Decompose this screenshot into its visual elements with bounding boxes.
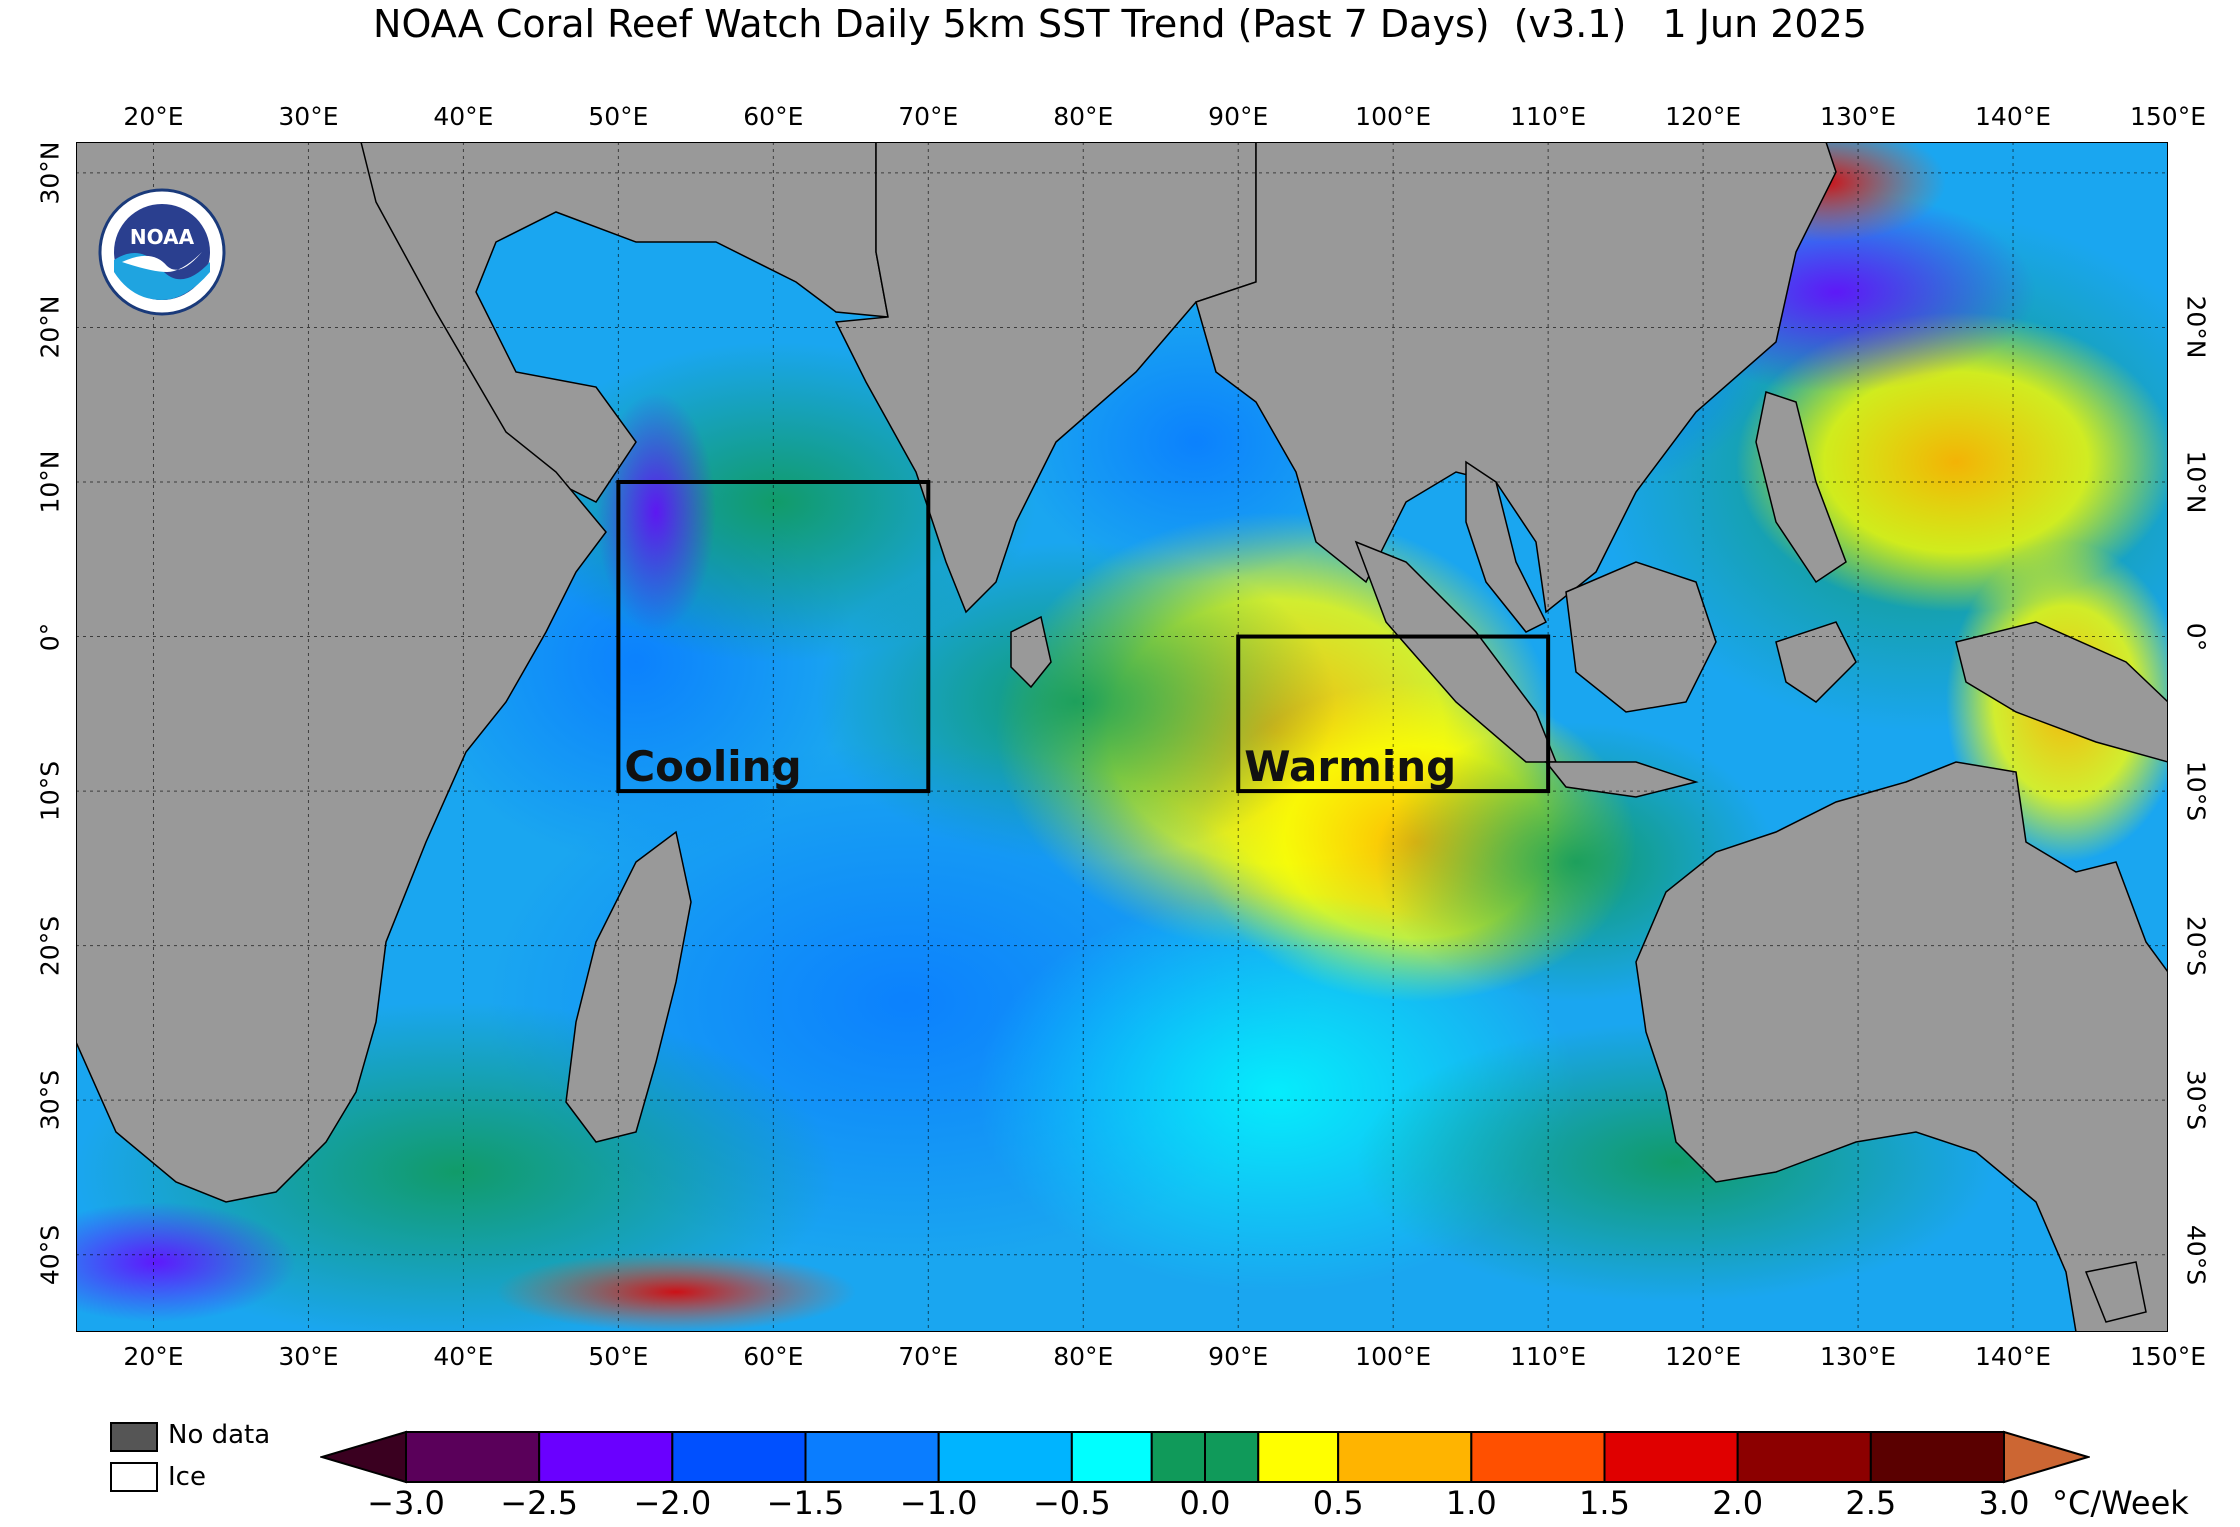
land-new-guinea bbox=[1955, 621, 2168, 763]
colorbar-segment bbox=[937, 1431, 1073, 1483]
longitude-label: 140°E bbox=[1975, 1342, 2052, 1371]
colorbar-tick-label: −2.0 bbox=[633, 1484, 712, 1522]
longitude-label: 30°E bbox=[278, 1342, 339, 1371]
colorbar-tick-label: 0.5 bbox=[1312, 1484, 1364, 1522]
latitude-label: 20°N bbox=[35, 295, 65, 359]
latitude-label: 30°S bbox=[35, 1070, 65, 1131]
colorbar-under-triangle bbox=[320, 1430, 407, 1484]
longitude-label: 120°E bbox=[1665, 102, 1742, 131]
noaa-logo-text: NOAA bbox=[130, 225, 195, 249]
land-philippines bbox=[1755, 391, 1847, 584]
land-sri-lanka bbox=[1010, 615, 1052, 689]
colorbar-segment bbox=[538, 1431, 674, 1483]
colorbar-segment bbox=[1337, 1431, 1473, 1483]
colorbar-tick-label: 2.0 bbox=[1712, 1484, 1764, 1522]
land-africa-south bbox=[76, 142, 607, 1203]
land-java bbox=[1544, 761, 1699, 798]
region-label-warming: Warming bbox=[1244, 742, 1456, 791]
longitude-label: 50°E bbox=[588, 102, 649, 131]
colorbar-over-triangle bbox=[2003, 1430, 2090, 1484]
land-australia bbox=[1635, 761, 2168, 1332]
colorbar-segment bbox=[1470, 1431, 1606, 1483]
latitude-label: 10°N bbox=[35, 450, 65, 514]
longitude-label: 40°E bbox=[433, 102, 494, 131]
latitude-label: 30°S bbox=[2181, 1070, 2211, 1131]
colorbar-tick-label: −3.0 bbox=[367, 1484, 445, 1522]
region-boxes: Cooling Warming bbox=[616, 480, 1551, 794]
latitude-label: 20°N bbox=[2181, 295, 2211, 359]
colorbar-segment bbox=[1869, 1431, 2006, 1483]
latitude-label: 10°S bbox=[35, 760, 65, 822]
colorbar-segment bbox=[1070, 1431, 1153, 1483]
latitude-label: 40°S bbox=[2181, 1224, 2211, 1285]
colorbar-segment bbox=[671, 1431, 807, 1483]
longitude-label: 40°E bbox=[433, 1342, 494, 1371]
land-sulawesi bbox=[1775, 621, 1857, 703]
colorbar-segment bbox=[1603, 1431, 1739, 1483]
longitude-label: 20°E bbox=[123, 1342, 184, 1371]
colorbar-tick-label: 1.5 bbox=[1579, 1484, 1630, 1522]
latitude-label: 30°N bbox=[35, 141, 65, 205]
longitude-label: 110°E bbox=[1510, 1342, 1587, 1371]
region-box-cooling bbox=[616, 480, 931, 794]
colorbar-segment bbox=[405, 1431, 541, 1483]
land-madagascar bbox=[565, 830, 692, 1143]
land-masses bbox=[76, 142, 2168, 1332]
colorbar-tick-label: −1.0 bbox=[899, 1484, 978, 1522]
latitude-label: 20°S bbox=[2181, 915, 2211, 976]
land-borneo bbox=[1565, 561, 1717, 713]
longitude-label: 80°E bbox=[1053, 102, 1114, 131]
land-malay-peninsula bbox=[1465, 460, 1548, 633]
longitude-label: 100°E bbox=[1355, 1342, 1432, 1371]
longitude-label: 130°E bbox=[1820, 102, 1897, 131]
longitude-label: 60°E bbox=[743, 102, 804, 131]
region-box-warming bbox=[1236, 634, 1551, 794]
colorbar-segment bbox=[1257, 1431, 1340, 1483]
colorbar-tick-label: 3.0 bbox=[1978, 1484, 2030, 1522]
longitude-label: 80°E bbox=[1053, 1342, 1114, 1371]
colorbar-tick-label: 1.0 bbox=[1445, 1484, 1497, 1522]
longitude-label: 70°E bbox=[898, 1342, 959, 1371]
colorbar-segment bbox=[1204, 1431, 1260, 1483]
longitude-label: 90°E bbox=[1208, 102, 1269, 131]
no-data-swatch bbox=[110, 1422, 158, 1452]
ice-swatch bbox=[110, 1462, 158, 1492]
ice-label: Ice bbox=[168, 1462, 206, 1492]
no-data-label: No data bbox=[168, 1420, 271, 1450]
longitude-label: 120°E bbox=[1665, 1342, 1742, 1371]
colorbar-segment bbox=[804, 1431, 940, 1483]
colorbar-tick-label: 2.5 bbox=[1845, 1484, 1897, 1522]
sst-trend-map: Cooling Warming NOAA bbox=[76, 142, 2168, 1332]
latitude-label: 20°S bbox=[35, 915, 65, 976]
latitude-label: 0° bbox=[35, 622, 65, 651]
colorbar bbox=[320, 1430, 2090, 1484]
longitude-label: 30°E bbox=[278, 102, 339, 131]
noaa-logo: NOAA bbox=[98, 188, 226, 316]
longitude-label: 20°E bbox=[123, 102, 184, 131]
latitude-label: 40°S bbox=[35, 1224, 65, 1285]
longitude-label: 140°E bbox=[1975, 102, 2052, 131]
map-title: NOAA Coral Reef Watch Daily 5km SST Tren… bbox=[373, 2, 1867, 46]
longitude-label: 70°E bbox=[898, 102, 959, 131]
colorbar-tick-label: 0.0 bbox=[1179, 1484, 1231, 1522]
latitude-label: 10°N bbox=[2181, 450, 2211, 514]
colorbar-segment bbox=[1150, 1431, 1207, 1483]
colorbar-tick-label: −1.5 bbox=[766, 1484, 845, 1522]
colorbar-tick-label: −2.5 bbox=[500, 1484, 579, 1522]
longitude-label: 100°E bbox=[1355, 102, 1432, 131]
longitude-label: 90°E bbox=[1208, 1342, 1269, 1371]
colorbar-unit: °C/Week bbox=[2052, 1484, 2189, 1522]
longitude-label: 110°E bbox=[1510, 102, 1587, 131]
land-tasmania bbox=[2084, 1261, 2147, 1323]
latitude-label: 10°S bbox=[2181, 760, 2211, 822]
longitude-label: 60°E bbox=[743, 1342, 804, 1371]
colorbar-tick-label: −0.5 bbox=[1032, 1484, 1111, 1522]
colorbar-segment bbox=[1736, 1431, 1872, 1483]
longitude-label: 150°E bbox=[2129, 102, 2207, 131]
latitude-label: 0° bbox=[2181, 622, 2211, 651]
longitude-label: 150°E bbox=[2129, 1342, 2207, 1371]
longitude-label: 130°E bbox=[1820, 1342, 1897, 1371]
region-label-cooling: Cooling bbox=[624, 742, 801, 791]
longitude-label: 50°E bbox=[588, 1342, 649, 1371]
